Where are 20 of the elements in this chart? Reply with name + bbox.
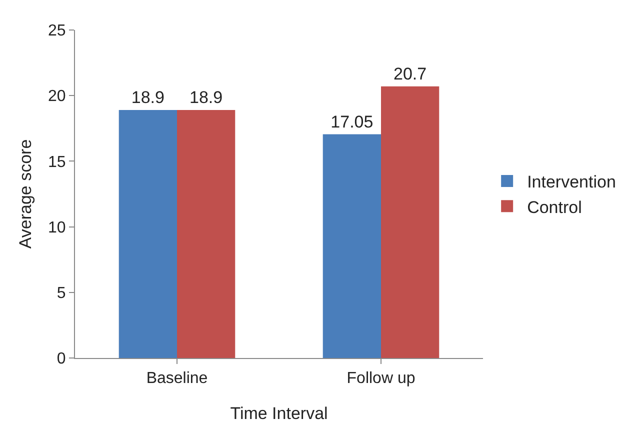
y-axis-title: Average score	[16, 139, 35, 249]
x-tick-label: Follow up	[346, 370, 416, 388]
data-label: 17.05	[330, 112, 374, 132]
y-tick-label: 5	[56, 285, 66, 302]
data-label: 18.9	[190, 88, 223, 108]
bar	[381, 86, 440, 358]
data-label: 20.7	[394, 64, 427, 84]
y-tick-label: 10	[48, 219, 66, 236]
y-tick-label: 15	[48, 154, 66, 171]
data-label: 18.9	[131, 88, 164, 108]
bar	[322, 134, 381, 358]
x-axis-title: Time Interval	[230, 404, 328, 423]
bar	[177, 110, 236, 358]
y-tick-label: 25	[48, 22, 66, 40]
x-tick-label: Baseline	[146, 370, 208, 388]
legend-label: Control	[527, 198, 582, 217]
y-tick-label: 20	[48, 88, 66, 106]
legend-label: Intervention	[527, 172, 616, 192]
y-tick-label: 0	[56, 350, 66, 368]
bar	[118, 110, 177, 358]
